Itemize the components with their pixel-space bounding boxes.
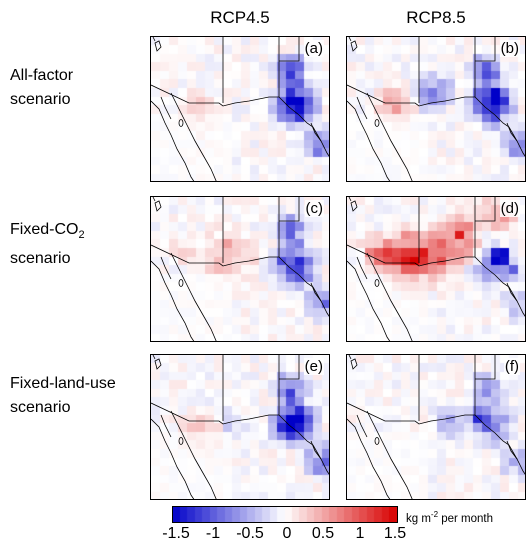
row-header-line2: scenario: [10, 250, 71, 268]
boundary-line: [347, 100, 391, 181]
boundary-line: [154, 40, 162, 52]
panel-label-b: (b): [499, 40, 520, 57]
boundary-line: [170, 252, 217, 341]
boundary-line: [279, 355, 300, 380]
boundary-line: [310, 282, 322, 302]
boundary-map-c: [151, 197, 329, 341]
boundary-line: [151, 402, 329, 475]
island-outline: [374, 437, 380, 445]
boundary-line: [151, 260, 195, 341]
colorbar-tick: -0.5: [236, 525, 264, 542]
boundary-line: [366, 410, 413, 499]
boundary-line: [152, 355, 156, 360]
boundary-line: [151, 100, 195, 181]
boundary-line: [151, 418, 195, 499]
boundary-line: [348, 355, 352, 360]
panel-label-a: (a): [303, 40, 324, 57]
column-header-rcp45: RCP4.5: [210, 8, 270, 27]
boundary-line: [350, 200, 358, 212]
row-header-line1: Fixed-land-use: [10, 375, 116, 392]
boundary-line: [506, 122, 518, 142]
boundary-line: [350, 358, 358, 370]
boundary-map-d: [347, 197, 525, 341]
row-header-line1: All-factor: [10, 67, 74, 84]
map-panel-b: (b): [346, 36, 526, 182]
boundary-line: [366, 92, 413, 181]
panel-label-c: (c): [304, 200, 324, 217]
boundary-line: [279, 37, 300, 62]
boundary-line: [506, 440, 518, 460]
boundary-line: [347, 244, 525, 317]
row-header-line1: Fixed-CO2: [10, 221, 85, 242]
colorbar-tick: 1: [355, 525, 365, 542]
island-outline: [178, 119, 184, 127]
boundary-line: [475, 355, 496, 380]
panel-label-d: (d): [499, 200, 520, 217]
boundary-line: [170, 92, 217, 181]
boundary-map-f: [347, 355, 525, 499]
boundary-line: [348, 37, 352, 42]
boundary-line: [348, 197, 352, 202]
boundary-line: [279, 197, 300, 222]
boundary-map-e: [151, 355, 329, 499]
boundary-line: [160, 96, 172, 120]
boundary-line: [160, 414, 172, 438]
map-panel-c: (c): [150, 196, 330, 342]
boundary-line: [506, 282, 518, 302]
boundary-line: [356, 414, 368, 438]
boundary-line: [475, 197, 496, 222]
island-outline: [178, 437, 184, 445]
island-outline: [178, 279, 184, 287]
colorbar-tick: -1: [205, 525, 221, 542]
row-header-all-factor: All-factor scenario: [10, 64, 150, 112]
boundary-line: [310, 122, 322, 142]
boundary-line: [310, 440, 322, 460]
row-header-line2: scenario: [10, 399, 71, 416]
island-outline: [374, 279, 380, 287]
colorbar-tick: 1.5: [383, 525, 407, 542]
row-header-line2: scenario: [10, 91, 71, 108]
colorbar-gradient: [173, 507, 397, 522]
boundary-line: [170, 410, 217, 499]
boundary-line: [347, 260, 391, 341]
boundary-line: [151, 244, 329, 317]
map-panel-a: (a): [150, 36, 330, 182]
colorbar-tick: -1.5: [162, 525, 190, 542]
colorbar-unit: kg m-2 per month: [406, 510, 494, 525]
boundary-line: [152, 37, 156, 42]
boundary-line: [347, 402, 525, 475]
boundary-map-a: [151, 37, 329, 181]
boundary-line: [366, 252, 413, 341]
map-panel-e: (e): [150, 354, 330, 500]
island-outline: [374, 119, 380, 127]
row-header-fixed-co2: Fixed-CO2 scenario: [10, 218, 150, 271]
boundary-line: [154, 358, 162, 370]
boundary-line: [160, 256, 172, 280]
panel-label-f: (f): [503, 358, 520, 375]
row-header-fixed-land-use: Fixed-land-use scenario: [10, 372, 150, 420]
map-panel-d: (d): [346, 196, 526, 342]
boundary-line: [356, 256, 368, 280]
map-panel-f: (f): [346, 354, 526, 500]
boundary-line: [154, 200, 162, 212]
colorbar-tick: 0: [282, 525, 292, 542]
column-header-rcp85: RCP8.5: [406, 8, 466, 27]
boundary-map-b: [347, 37, 525, 181]
boundary-line: [152, 197, 156, 202]
boundary-line: [475, 37, 496, 62]
panel-label-e: (e): [303, 358, 324, 375]
boundary-line: [347, 84, 525, 157]
boundary-line: [356, 96, 368, 120]
colorbar-tick: 0.5: [311, 525, 335, 542]
boundary-line: [151, 84, 329, 157]
colorbar: [172, 506, 398, 523]
boundary-line: [347, 418, 391, 499]
boundary-line: [350, 40, 358, 52]
